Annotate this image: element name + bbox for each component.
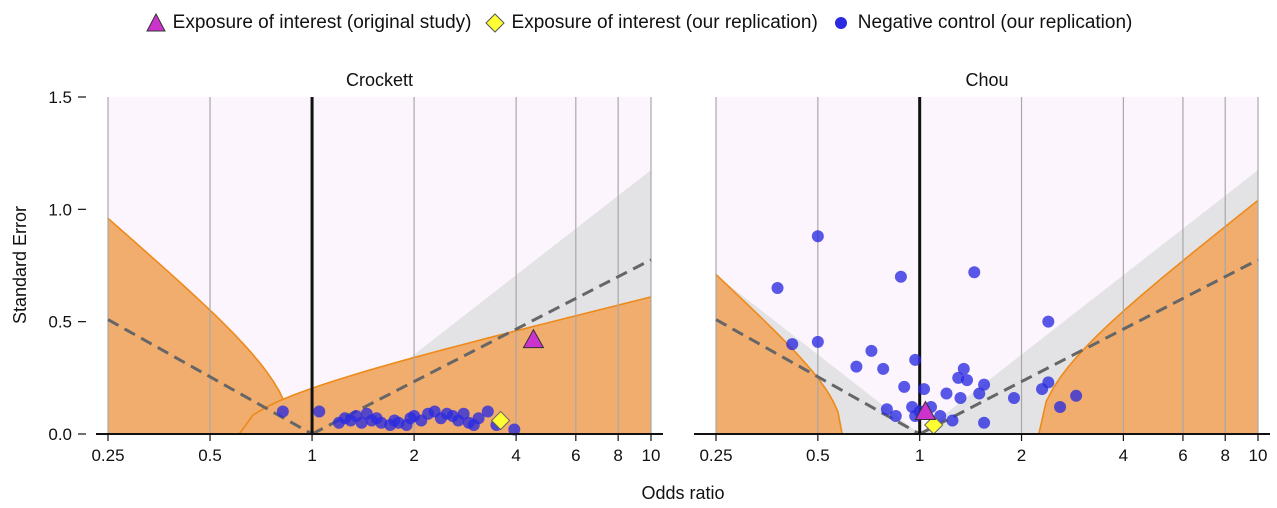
panel-1-x-tick-label-4: 4 [511,446,520,465]
legend-label-replication: Exposure of interest (our replication) [511,12,818,33]
panel-1-point-circle-24 [457,407,470,420]
panel-2-point-circle-25 [889,410,902,423]
panel-1-x-tick-label-0: 0.25 [91,446,124,465]
panel-1-y-tick-label-1: 0.5 [48,313,72,332]
panel-2-point-circle-1 [771,281,784,294]
panel-1-calibrated-boundary-left [107,217,293,435]
legend-item-original: Exposure of interest (original study) [145,12,472,34]
panel-1-title: Crockett [346,70,413,90]
panel-2-point-circle-8 [909,353,922,366]
panel-1-point-circle-0 [276,405,289,418]
panel-1-x-tick-label-2: 1 [307,446,316,465]
panel-2-point-circle-13 [961,374,974,387]
panel-1-calibrated-region-left [108,218,292,434]
panel-1-x-tick-label-5: 6 [571,446,580,465]
panel-2-point-circle-6 [1042,315,1055,328]
panel-2-title: Chou [965,70,1008,90]
panel-2-x-tick-label-3: 2 [1017,446,1026,465]
legend-item-negative-control: Negative control (our replication) [830,12,1133,34]
panel-1-calibrated-boundary-right [238,296,652,435]
panel-1-x-tick-label-6: 8 [613,446,622,465]
legend-label-negative-control: Negative control (our replication) [857,12,1133,33]
panel-2-point-circle-18 [954,392,967,405]
panel-1-point-circle-28 [481,405,494,418]
panel-2-x-tick-label-2: 1 [915,446,924,465]
panel-2-point-circle-4 [894,270,907,283]
panel-2-point-circle-11 [957,362,970,375]
panel-1-group: 0.25 0.5 1 2 4 6 8 10 0.0 0.5 1.0 1.5 Crockett [48,70,663,465]
panel-1-calibrated-region-right [239,296,651,434]
panel-2-point-circle-15 [898,380,911,393]
legend-item-replication: Exposure of interest (our replication) [484,12,818,34]
panel-2-point-circle-14 [978,378,991,391]
panel-2-x-tick-label-1: 0.5 [806,446,830,465]
panel-2-point-circle-17 [940,387,953,400]
panel-2-x-tick-label-6: 8 [1220,446,1229,465]
x-axis-title: Odds ratio [641,483,724,503]
panel-2-point-circle-10 [877,362,890,375]
panel-2-x-tick-label-5: 6 [1178,446,1187,465]
panel-2-point-triangle-0 [914,400,937,421]
panel-2-point-circle-23 [1070,389,1083,402]
panel-1-point-diamond-0 [490,410,511,431]
panel-1-point-triangle-0 [522,328,545,349]
panel-2-calibrated-boundary-right [1038,199,1259,435]
panel-2-point-circle-5 [968,266,981,279]
panel-2-point-circle-0 [811,230,824,243]
panel-2-point-circle-24 [880,403,893,416]
panel-1-y-tick-label-3: 1.5 [48,88,72,107]
panel-2-point-circle-9 [850,360,863,373]
panel-2-point-circle-3 [811,335,824,348]
panel-2-point-circle-33 [1054,401,1067,414]
panel-2-point-circle-22 [1042,376,1055,389]
panel-1-y-tick-label-2: 1.0 [48,200,72,219]
panel-2-point-circle-16 [918,383,931,396]
panel-2-point-circle-2 [786,338,799,351]
panel-2-calibrated-region-left [716,274,843,434]
panel-2-point-circle-20 [1007,392,1020,405]
triangle-icon [145,12,166,32]
panel-2-calibrated-boundary-left [715,273,843,435]
panel-2-x-tick-label-7: 10 [1249,446,1268,465]
panel-1-point-circle-1 [313,405,326,418]
y-axis-title: Standard Error [10,206,30,324]
panel-2-x-tick-label-4: 4 [1119,446,1128,465]
panel-2-group: 0.25 0.5 1 2 4 6 8 10 Chou [694,70,1270,465]
panel-1-x-tick-label-3: 2 [409,446,418,465]
panel-1-dashed-right [311,258,652,436]
diamond-icon [484,13,505,33]
panel-1-x-tick-label-1: 0.5 [198,446,222,465]
panel-1-x-tick-label-7: 10 [642,446,661,465]
panel-1-point-circle-27 [472,412,485,425]
panel-1-point-circle-30 [508,423,521,436]
panel-1-y-tick-label-0: 0.0 [48,425,72,444]
legend: Exposure of interest (original study) Ex… [0,8,1277,38]
panel-2-point-circle-7 [865,344,878,357]
panel-2-x-tick-label-0: 0.25 [699,446,732,465]
panel-2-point-circle-32 [978,416,991,429]
panel-2-point-circle-19 [973,387,986,400]
panel-2-dashed-right [918,258,1259,436]
circle-icon [834,17,847,29]
panel-1-point-circle-6 [355,416,368,429]
legend-label-original: Exposure of interest (original study) [172,12,472,33]
panel-2-point-circle-30 [946,414,959,427]
